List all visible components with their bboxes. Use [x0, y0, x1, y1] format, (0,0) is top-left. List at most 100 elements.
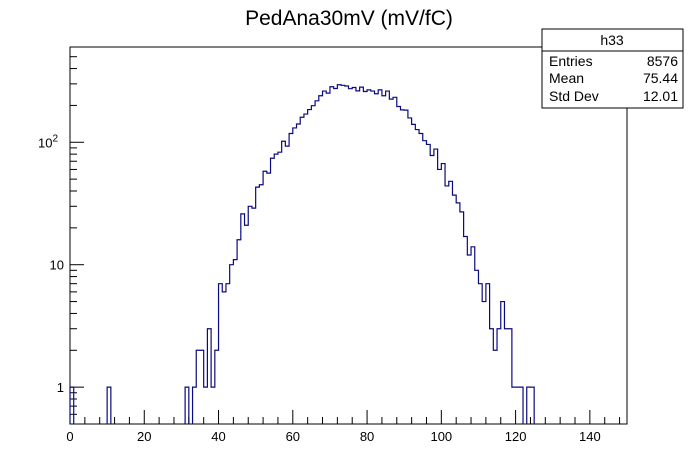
histogram-bin [308, 110, 312, 424]
x-tick-label: 100 [430, 429, 452, 444]
histogram-bin [226, 284, 230, 424]
histogram-bin [415, 130, 419, 424]
y-tick-label: 10 [50, 258, 64, 273]
y-tick-label: 1 [57, 380, 64, 395]
histogram-bin [475, 270, 479, 424]
histogram-bin [297, 124, 301, 424]
stats-mean-label: Mean [549, 70, 584, 86]
histogram-bin [397, 106, 401, 424]
histogram-bin [456, 203, 460, 424]
histogram-bin [460, 212, 464, 424]
histogram-bin [386, 91, 390, 424]
histogram-bin [434, 149, 438, 424]
histogram-bin [311, 106, 315, 424]
histogram-bin [271, 158, 275, 424]
x-axis: 0 20 40 60 80 100 120 140 [66, 410, 621, 444]
histogram-bin [334, 88, 338, 424]
histogram-bin [230, 265, 234, 424]
histogram-bin [516, 387, 520, 424]
histogram-bin [374, 94, 378, 424]
histogram-bin [378, 90, 382, 424]
histogram-bin [360, 87, 364, 424]
histogram-bin [438, 169, 442, 424]
histogram-bin [337, 85, 341, 424]
histogram-bin [452, 195, 456, 424]
histogram-bin [426, 144, 430, 424]
histogram-bin [204, 387, 208, 424]
histogram-bin [504, 329, 508, 424]
histogram-bin [330, 87, 334, 424]
histogram-bin [389, 99, 393, 424]
histogram-bin [356, 91, 360, 424]
histogram-bin [315, 101, 319, 424]
histogram-bin [441, 164, 445, 424]
histogram-bin [367, 90, 371, 424]
x-tick-label: 80 [360, 429, 374, 444]
histogram-bin [326, 93, 330, 424]
histogram-bin [393, 97, 397, 424]
histogram-bin [345, 86, 349, 424]
histogram-bin [245, 225, 249, 424]
histogram-bin [419, 133, 423, 424]
y-axis: 1 10 102 [38, 46, 84, 425]
histogram-bin [289, 133, 293, 424]
x-tick-label: 0 [66, 429, 73, 444]
histogram-bin [282, 141, 286, 424]
histogram-bin [256, 187, 260, 424]
histogram-bin [408, 118, 412, 424]
stats-box: h33 Entries 8576 Mean 75.44 Std Dev 12.0… [541, 28, 684, 109]
stats-entries-label: Entries [549, 53, 593, 69]
histogram-bin [341, 85, 345, 424]
histogram-bin [252, 208, 256, 424]
histogram-bin [445, 186, 449, 424]
stats-box-frame [541, 28, 684, 109]
histogram-bin [285, 146, 289, 424]
histogram-bins [70, 85, 534, 424]
histogram-bin [352, 88, 356, 424]
histogram-bin [371, 91, 375, 424]
stats-histogram-name: h33 [600, 32, 624, 48]
histogram-bin [259, 185, 263, 424]
histogram-bin [263, 171, 267, 424]
histogram-bin [304, 114, 308, 424]
stats-mean-value: 75.44 [643, 70, 678, 86]
histogram-bin [323, 91, 327, 424]
histogram-bin [349, 89, 353, 424]
x-tick-label: 140 [579, 429, 601, 444]
histogram-bin [237, 240, 241, 424]
histogram-outline [69, 84, 535, 424]
plot-frame [69, 46, 628, 425]
y-tick-label: 102 [38, 133, 58, 150]
histogram-bin [512, 387, 516, 424]
histogram-bin [449, 181, 453, 424]
chart-title: PedAna30mV (mV/fC) [245, 7, 453, 30]
histogram-bin [423, 141, 427, 424]
histogram-bin [430, 155, 434, 424]
histogram-bin [471, 247, 475, 424]
histogram-bin [412, 124, 416, 424]
histogram-bin [404, 110, 408, 424]
histogram-bin [464, 236, 468, 424]
histogram-bin [478, 284, 482, 424]
histogram-bin [319, 96, 323, 424]
histogram-bin [482, 302, 486, 424]
x-tick-label: 120 [505, 429, 527, 444]
stats-entries-value: 8576 [647, 53, 678, 69]
histogram-bin [382, 96, 386, 424]
histogram-bin [222, 292, 226, 424]
stats-stddev-value: 12.01 [643, 88, 678, 104]
histogram-bin [493, 350, 497, 424]
histogram-bin [363, 91, 367, 424]
x-tick-label: 40 [211, 429, 225, 444]
stats-stddev-label: Std Dev [549, 88, 599, 104]
histogram-bin [278, 152, 282, 424]
histogram-bin [467, 255, 471, 424]
x-tick-label: 20 [137, 429, 151, 444]
histogram-bin [211, 387, 215, 424]
histogram-bin [233, 260, 237, 424]
histogram-bin [300, 117, 304, 424]
histogram-bin [267, 173, 271, 424]
histogram-bin [293, 128, 297, 424]
histogram-bin [241, 214, 245, 424]
